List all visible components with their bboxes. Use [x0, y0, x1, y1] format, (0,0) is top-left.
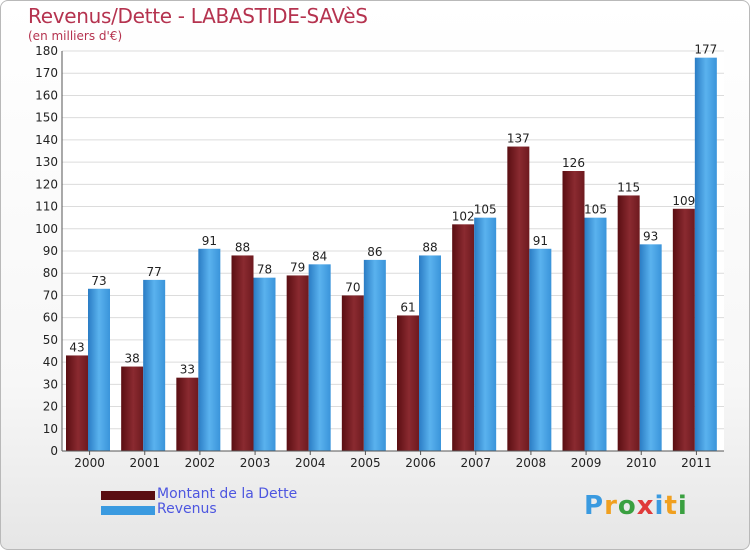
data-label-debt: 38 [125, 352, 140, 366]
x-tick-label: 2006 [405, 456, 436, 470]
data-label-debt: 43 [69, 340, 84, 354]
x-tick-label: 2003 [240, 456, 271, 470]
x-tick-label: 2009 [571, 456, 602, 470]
bar-revenue [143, 279, 166, 451]
y-tick-label: 30 [43, 377, 58, 391]
bar-revenue [639, 244, 662, 451]
y-tick-label: 40 [43, 355, 58, 369]
data-label-revenue: 105 [474, 203, 497, 217]
y-tick-label: 170 [35, 66, 58, 80]
bar-revenue [363, 259, 386, 451]
y-tick-label: 180 [35, 44, 58, 58]
data-label-debt: 126 [562, 156, 585, 170]
chart-subtitle: (en milliers d'€) [28, 29, 123, 43]
data-label-debt: 109 [672, 194, 695, 208]
x-tick-label: 2002 [185, 456, 216, 470]
data-label-revenue: 86 [367, 245, 382, 259]
bar-revenue [419, 255, 441, 451]
logo-letter: x [636, 491, 655, 521]
logo-letter: i [654, 491, 665, 521]
bar-debt [562, 171, 585, 451]
bar-debt [507, 146, 530, 452]
data-label-revenue: 88 [422, 240, 437, 254]
y-tick-label: 160 [35, 88, 58, 102]
y-tick-label: 140 [35, 133, 58, 147]
chart-title: Revenus/Dette - LABASTIDE-SAVèS [28, 4, 368, 28]
logo-letter: i [677, 491, 688, 521]
x-tick-label: 2005 [350, 456, 381, 470]
x-tick-label: 2011 [681, 456, 712, 470]
x-tick-label: 2007 [460, 456, 491, 470]
y-tick-label: 150 [35, 111, 58, 125]
logo-letter: r [604, 491, 618, 521]
data-label-debt: 102 [452, 209, 475, 223]
data-label-revenue: 78 [257, 263, 272, 277]
bar-debt [341, 295, 364, 451]
data-label-revenue: 84 [312, 249, 327, 263]
bar-revenue [198, 248, 221, 451]
y-tick-label: 50 [43, 333, 58, 347]
y-tick-label: 10 [43, 422, 58, 436]
bar-revenue [529, 248, 552, 451]
bar-revenue [584, 217, 607, 451]
data-label-revenue: 77 [147, 265, 162, 279]
bar-revenue [253, 277, 276, 451]
data-label-revenue: 177 [694, 43, 717, 57]
legend-label-debt: Montant de la Dette [157, 486, 298, 502]
proxiti-logo: Proxiti [584, 491, 688, 521]
x-tick-label: 2001 [129, 456, 160, 470]
legend-swatch-revenue [101, 506, 155, 515]
data-label-debt: 33 [180, 363, 195, 377]
y-tick-label: 120 [35, 177, 58, 191]
bar-debt [231, 255, 254, 451]
bar-debt [286, 275, 309, 451]
y-tick-label: 90 [43, 244, 58, 258]
bar-debt [121, 366, 144, 451]
x-tick-label: 2004 [295, 456, 326, 470]
legend-label-revenue: Revenus [157, 501, 217, 517]
bar-debt [176, 377, 199, 451]
data-label-revenue: 91 [533, 234, 548, 248]
y-tick-label: 80 [43, 266, 58, 280]
y-tick-label: 20 [43, 400, 58, 414]
logo-letter: t [664, 491, 678, 521]
bar-debt [672, 208, 695, 451]
data-label-revenue: 73 [91, 274, 106, 288]
x-tick-label: 2008 [516, 456, 547, 470]
data-label-debt: 137 [507, 132, 530, 146]
bar-debt [397, 315, 419, 451]
x-tick-label: 2010 [626, 456, 657, 470]
legend-item-revenue: Revenus [101, 501, 401, 518]
y-tick-label: 0 [50, 444, 58, 458]
legend-item-debt: Montant de la Dette [101, 486, 401, 503]
data-label-debt: 61 [400, 300, 415, 314]
bar-revenue [88, 288, 110, 451]
logo-letter: P [584, 491, 605, 521]
y-tick-label: 130 [35, 155, 58, 169]
bar-revenue [694, 57, 717, 452]
data-label-debt: 115 [617, 180, 640, 194]
bar-revenue [474, 217, 497, 451]
data-label-revenue: 91 [202, 234, 217, 248]
legend-swatch-debt [101, 491, 155, 500]
x-tick-label: 2000 [74, 456, 105, 470]
y-tick-label: 110 [35, 200, 58, 214]
bar-debt [617, 195, 640, 451]
bar-revenue [308, 264, 331, 451]
data-label-debt: 88 [235, 240, 250, 254]
bar-debt [452, 224, 475, 451]
y-tick-label: 60 [43, 311, 58, 325]
data-label-debt: 70 [345, 280, 360, 294]
y-tick-label: 100 [35, 222, 58, 236]
data-label-debt: 79 [290, 260, 305, 274]
y-tick-label: 70 [43, 288, 58, 302]
data-label-revenue: 93 [643, 229, 658, 243]
data-label-revenue: 105 [584, 203, 607, 217]
logo-letter: o [617, 491, 637, 521]
bar-debt [66, 355, 88, 451]
